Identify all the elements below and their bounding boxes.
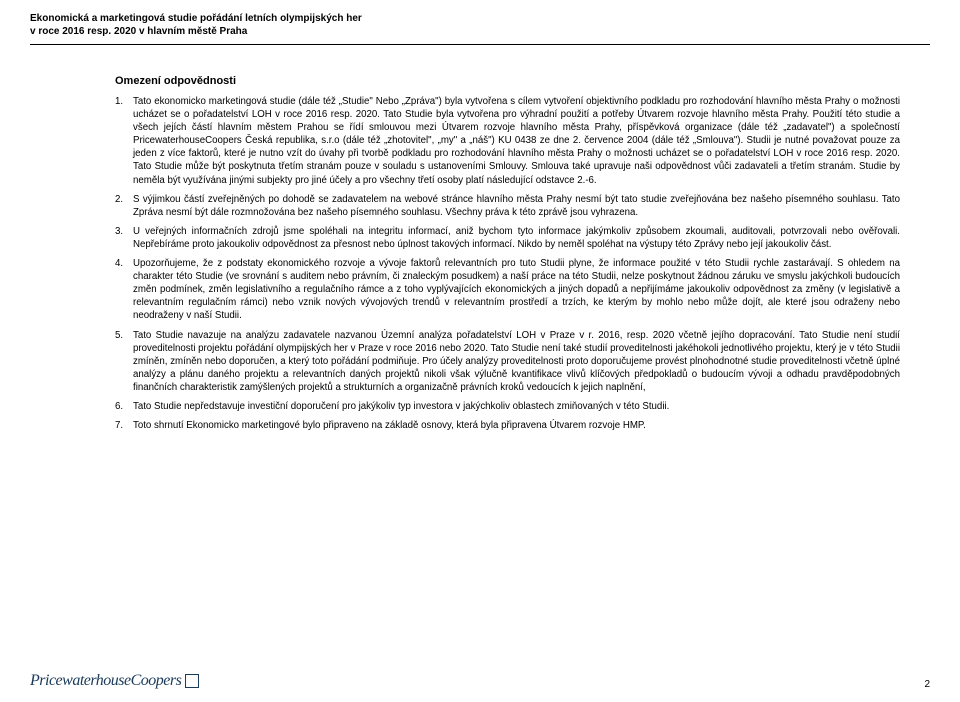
list-item: Tato ekonomicko marketingová studie (dál… xyxy=(115,95,900,187)
list-item: U veřejných informačních zdrojů jsme spo… xyxy=(115,225,900,251)
page-number: 2 xyxy=(924,679,930,690)
logo-text: PricewaterhouseCoopers xyxy=(30,672,181,690)
section-heading: Omezení odpovědnosti xyxy=(115,75,900,87)
pwc-logo: PricewaterhouseCoopers xyxy=(30,672,199,690)
document-footer: PricewaterhouseCoopers 2 xyxy=(30,672,930,690)
numbered-list: Tato ekonomicko marketingová studie (dál… xyxy=(115,95,900,432)
list-item: S výjimkou částí zveřejněných po dohodě … xyxy=(115,193,900,219)
header-title-line2: v roce 2016 resp. 2020 v hlavním městě P… xyxy=(30,25,930,38)
document-header: Ekonomická a marketingová studie pořádán… xyxy=(30,12,930,45)
header-title-line1: Ekonomická a marketingová studie pořádán… xyxy=(30,12,930,25)
list-item: Upozorňujeme, že z podstaty ekonomického… xyxy=(115,257,900,322)
list-item: Tato Studie navazuje na analýzu zadavate… xyxy=(115,329,900,394)
list-item: Tato Studie nepředstavuje investiční dop… xyxy=(115,400,900,413)
document-content: Omezení odpovědnosti Tato ekonomicko mar… xyxy=(115,75,900,438)
logo-icon xyxy=(185,674,199,688)
list-item: Toto shrnutí Ekonomicko marketingové byl… xyxy=(115,419,900,432)
header-divider xyxy=(30,44,930,45)
